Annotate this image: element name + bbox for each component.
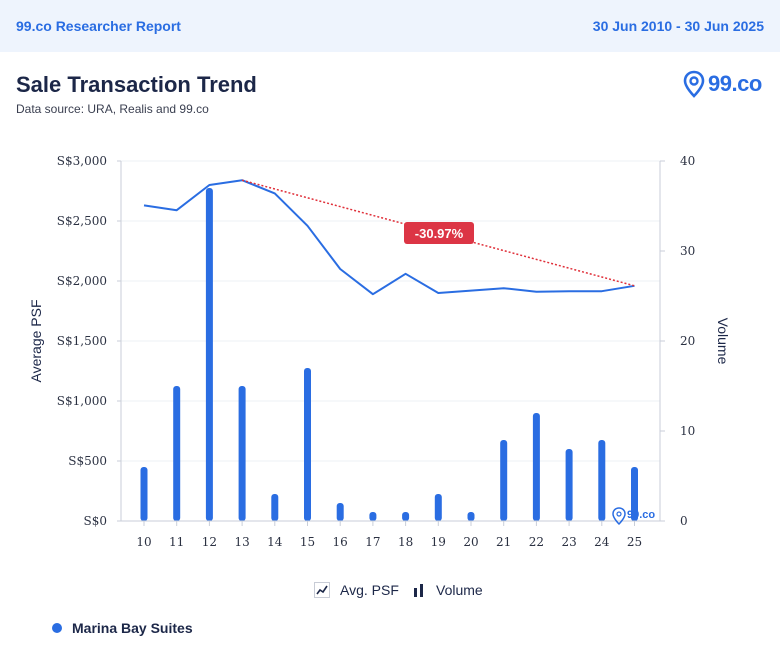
volume-bars: [140, 188, 638, 521]
x-tick-label: 16: [333, 535, 348, 549]
x-tick-label: 21: [496, 535, 511, 549]
volume-bar: [532, 413, 540, 521]
y-right-tick-label: 20: [680, 334, 695, 348]
volume-bar: [467, 512, 475, 521]
psf-line-group: [143, 179, 635, 296]
legend-label-volume: Volume: [436, 582, 483, 598]
watermark-logo: 99.co: [612, 507, 655, 526]
project-dot: [52, 623, 62, 633]
chart-axes: S$0 S$500 S$1,000 S$1,500 S$2,000 S$2,500 S$3,…: [28, 154, 731, 549]
y-right-tick-label: 30: [680, 244, 695, 258]
x-tick-label: 25: [627, 535, 642, 549]
chart-subtitle: Data source: URA, Realis and 99.co: [16, 102, 209, 116]
report-title: 99.co Researcher Report: [16, 18, 181, 34]
y-right-axis-title: Volume: [715, 318, 731, 365]
y-left-tick-label: S$2,500: [57, 214, 107, 228]
location-pin-icon: [683, 70, 705, 98]
x-tick-label: 15: [300, 535, 315, 549]
y-left-tick-label: S$1,000: [57, 394, 107, 408]
trend-badge-label: -30.97%: [415, 226, 464, 241]
volume-bar: [173, 386, 181, 521]
line-chart-icon: [314, 582, 330, 598]
bar-chart-icon: [414, 584, 423, 597]
volume-bar: [500, 440, 508, 521]
brand-logo-text: 99.co: [708, 71, 762, 96]
y-left-tick-label: S$2,000: [57, 274, 107, 288]
legend-label-psf: Avg. PSF: [340, 582, 399, 598]
volume-bar: [402, 512, 410, 521]
chart-legend: Avg. PSF Volume: [0, 580, 780, 604]
x-tick-label: 14: [267, 535, 283, 549]
trend-annotation: -30.97% 99.co: [241, 179, 655, 526]
x-tick-label: 18: [398, 535, 413, 549]
y-right-tick-label: 10: [680, 424, 695, 438]
x-tick-label: 11: [169, 535, 184, 549]
trend-badge-bg: [404, 222, 474, 244]
volume-bar: [631, 467, 638, 521]
trend-badge: -30.97%: [404, 222, 474, 244]
x-tick-label: 17: [365, 535, 380, 549]
x-tick-label: 19: [431, 535, 446, 549]
volume-bar: [598, 440, 606, 521]
project-name: Marina Bay Suites: [72, 620, 193, 636]
report-header: 99.co Researcher Report 30 Jun 2010 - 30…: [0, 0, 780, 52]
x-tick-label: 22: [529, 535, 544, 549]
volume-bar: [271, 494, 279, 521]
y-right-tick-label: 40: [680, 154, 695, 168]
volume-bar: [140, 467, 148, 521]
volume-bar: [336, 503, 344, 521]
x-tick-label: 24: [594, 535, 610, 549]
y-left-tick-label: S$0: [84, 514, 108, 528]
x-tick-label: 12: [202, 535, 217, 549]
x-tick-label: 13: [234, 535, 249, 549]
sale-transaction-chart: S$0 S$500 S$1,000 S$1,500 S$2,000 S$2,500 S$3,…: [28, 154, 731, 549]
volume-bar: [205, 188, 213, 521]
x-tick-label: 20: [463, 535, 478, 549]
x-tick-label: 10: [136, 535, 151, 549]
brand-logo: 99.co: [682, 68, 762, 100]
watermark-text: 99.co: [627, 509, 655, 521]
y-left-axis-title: Average PSF: [28, 299, 44, 382]
chart-title: Sale Transaction Trend: [16, 72, 257, 97]
y-left-tick-label: S$1,500: [57, 334, 107, 348]
report-date-range: 30 Jun 2010 - 30 Jun 2025: [592, 18, 764, 34]
chart-gridlines: [121, 160, 660, 522]
psf-line: [143, 179, 635, 296]
legend-item-volume[interactable]: Volume: [412, 582, 483, 598]
volume-bar: [565, 449, 573, 521]
volume-bar: [238, 386, 246, 521]
volume-bar: [434, 494, 442, 521]
volume-bar: [369, 512, 377, 521]
y-right-tick-label: 0: [680, 514, 688, 528]
x-tick-label: 23: [561, 535, 576, 549]
watermark-pin-dot: [616, 511, 622, 517]
y-left-tick-label: S$3,000: [57, 154, 107, 168]
project-legend-item: Marina Bay Suites: [52, 620, 193, 636]
legend-item-psf[interactable]: Avg. PSF: [314, 582, 399, 598]
y-left-tick-label: S$500: [68, 454, 107, 468]
watermark-pin-icon: [612, 507, 626, 526]
volume-bar: [304, 368, 311, 521]
